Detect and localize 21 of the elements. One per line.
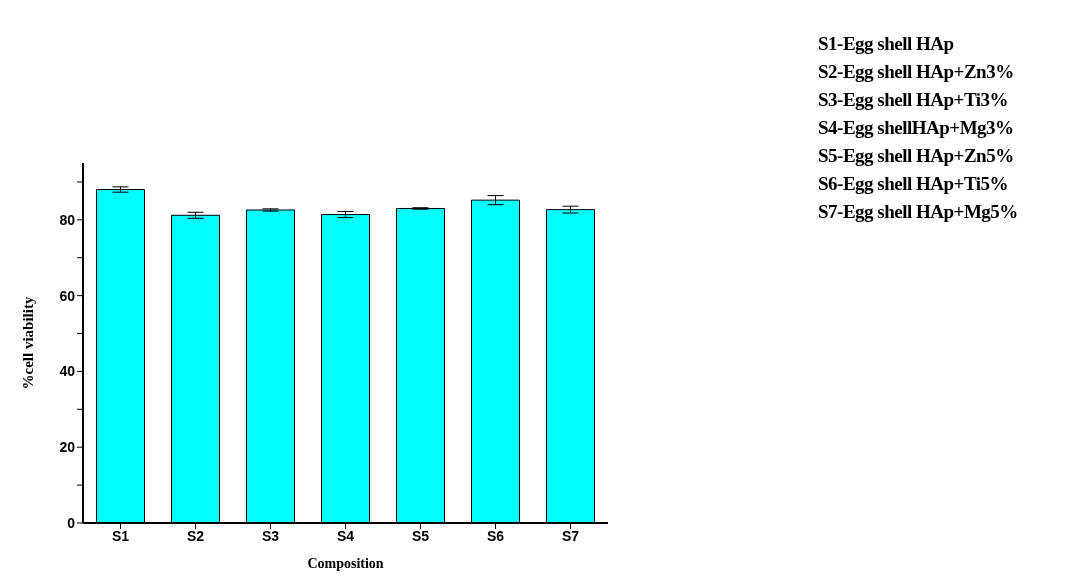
x-axis-title: Composition [307,556,384,571]
text: S2-Egg shell HAp+Zn3% [818,60,1015,84]
x-tick-label: S2 [186,527,205,544]
y-tick-label: 60 [59,287,76,304]
y-tick-label: 0 [67,514,76,531]
y-tick-label: 80 [59,211,76,228]
y-tick-label: 40 [59,363,76,380]
text: S5-Egg shell HAp+Zn5% [818,144,1015,168]
x-tick-label: S6 [486,527,505,544]
text: S4-Egg shellHAp+Mg3% [818,116,1015,140]
x-tick-label: S5 [411,527,430,544]
text: S6-Egg shell HAp+Ti5% [818,172,1010,196]
y-axis-title: %cell viability [20,296,37,390]
y-tick-label: 20 [59,439,76,456]
text: S1-Egg shell HAp [818,32,955,56]
x-tick-label: S1 [111,527,130,544]
text: S3-Egg shell HAp+Ti3% [818,88,1010,112]
x-tick-label: S4 [336,527,355,544]
x-tick-label: S3 [261,527,280,544]
x-tick-label: S7 [561,527,580,544]
text: S7-Egg shell HAp+Mg5% [818,200,1018,224]
